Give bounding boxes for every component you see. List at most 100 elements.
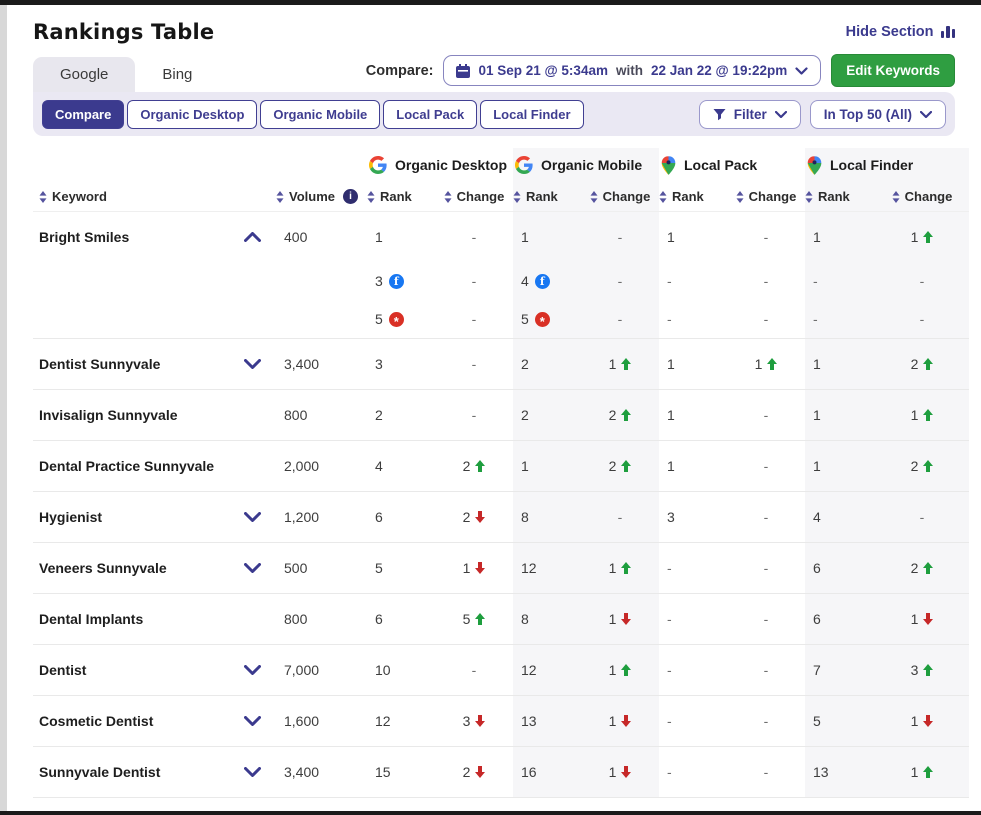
expand-chevron-icon[interactable]	[228, 645, 276, 695]
column-header-label: Keyword	[52, 189, 107, 204]
group-label: Organic Mobile	[541, 157, 642, 173]
down-arrow-icon	[475, 511, 485, 523]
keyword-label: Invisalign Sunnyvale	[39, 407, 178, 423]
change-value: 1	[911, 713, 919, 729]
change-column-header[interactable]: Change	[435, 182, 513, 211]
down-arrow-icon	[475, 715, 485, 727]
change-cell: 2	[875, 441, 969, 491]
filter-dropdown[interactable]: Filter	[699, 100, 801, 129]
rank-value: 2	[521, 356, 529, 372]
change-column-header[interactable]: Change	[875, 182, 969, 211]
rank-value: 3	[667, 509, 675, 525]
change-column-header[interactable]: Change	[581, 182, 659, 211]
rank-cell: -	[659, 645, 727, 695]
rank-value: -	[667, 273, 672, 289]
view-toolbar: CompareOrganic DesktopOrganic MobileLoca…	[33, 92, 955, 136]
rank-value: 12	[521, 662, 537, 678]
up-arrow-icon	[923, 664, 933, 676]
page-title: Rankings Table	[33, 20, 214, 44]
view-button-organic-desktop[interactable]: Organic Desktop	[127, 100, 257, 129]
rank-column-header[interactable]: Rank	[659, 182, 727, 211]
change-value: -	[764, 458, 769, 474]
rank-cell: 13	[805, 747, 875, 797]
rank-value: 1	[667, 407, 675, 423]
change-cell: -	[435, 390, 513, 440]
keyword-column-header[interactable]: Keyword	[33, 182, 276, 211]
change-cell: 1	[875, 390, 969, 440]
change-cell: 1	[435, 543, 513, 593]
keyword-cell: Dental Implants	[33, 594, 228, 644]
top-rank-dropdown[interactable]: In Top 50 (All)	[810, 100, 946, 129]
rankings-table: Organic Desktop Organic Mobile Local Pac…	[7, 148, 981, 798]
hide-section-link[interactable]: Hide Section	[846, 20, 955, 40]
change-value: -	[472, 229, 477, 245]
down-arrow-icon	[475, 562, 485, 574]
up-arrow-icon	[923, 562, 933, 574]
keyword-cell: Dental Practice Sunnyvale	[33, 441, 228, 491]
tab-bing[interactable]: Bing	[135, 57, 219, 92]
volume-cell: 3,400	[276, 339, 367, 389]
change-value: -	[920, 273, 925, 289]
expand-chevron-icon[interactable]	[228, 543, 276, 593]
view-button-local-finder[interactable]: Local Finder	[480, 100, 583, 129]
keyword-cell: Dentist Sunnyvale	[33, 339, 228, 389]
column-header-label: Change	[749, 189, 797, 204]
rank-column-header[interactable]: Rank	[367, 182, 435, 211]
expand-chevron-icon[interactable]	[228, 696, 276, 746]
view-button-local-pack[interactable]: Local Pack	[383, 100, 477, 129]
view-button-organic-mobile[interactable]: Organic Mobile	[260, 100, 380, 129]
rank-cell: 7	[805, 645, 875, 695]
change-value: -	[764, 713, 769, 729]
collapse-chevron-icon[interactable]	[228, 212, 276, 262]
rank-cell: 5*	[367, 300, 435, 338]
rank-value: 1	[521, 458, 529, 474]
volume-value: 3,400	[284, 356, 319, 372]
filter-dropdowns: Filter In Top 50 (All)	[699, 100, 946, 129]
rank-value: -	[667, 662, 672, 678]
rank-value: 4	[375, 458, 383, 474]
rank-value: 1	[521, 229, 529, 245]
volume-value: 800	[284, 611, 307, 627]
rank-cell: 12	[513, 645, 581, 695]
down-arrow-icon	[923, 613, 933, 625]
rank-cell: -	[659, 543, 727, 593]
rank-cell: -	[659, 696, 727, 746]
volume-value: 1,200	[284, 509, 319, 525]
rank-value: 5	[375, 560, 383, 576]
column-group-header-row: Organic Desktop Organic Mobile Local Pac…	[33, 148, 969, 182]
table-row: Hygienist1,200628-3-4-	[33, 492, 969, 543]
info-icon[interactable]: i	[343, 189, 358, 204]
rank-cell: 10	[367, 645, 435, 695]
down-arrow-icon	[621, 715, 631, 727]
rank-cell: 2	[367, 390, 435, 440]
change-cell: 2	[581, 390, 659, 440]
change-cell: 1	[875, 696, 969, 746]
expand-chevron-icon[interactable]	[228, 747, 276, 797]
change-column-header[interactable]: Change	[727, 182, 805, 211]
change-value: 1	[609, 713, 617, 729]
rank-value: 1	[813, 356, 821, 372]
rank-cell: 1	[805, 441, 875, 491]
keyword-cell: Veneers Sunnyvale	[33, 543, 228, 593]
rank-cell: -	[805, 262, 875, 300]
volume-cell: 1,200	[276, 492, 367, 542]
facebook-icon: f	[389, 274, 404, 289]
group-label: Local Pack	[684, 157, 757, 173]
tab-google[interactable]: Google	[33, 57, 135, 92]
expand-chevron-icon[interactable]	[228, 492, 276, 542]
volume-cell: 3,400	[276, 747, 367, 797]
date-compare-picker[interactable]: 01 Sep 21 @ 5:34am with 22 Jan 22 @ 19:2…	[443, 55, 821, 86]
rank-value: 3	[375, 356, 383, 372]
rank-cell: 6	[805, 594, 875, 644]
rank-column-header[interactable]: Rank	[513, 182, 581, 211]
change-cell: -	[727, 543, 805, 593]
view-button-compare[interactable]: Compare	[42, 100, 124, 129]
rank-column-header[interactable]: Rank	[805, 182, 875, 211]
change-cell: 2	[875, 339, 969, 389]
volume-column-header[interactable]: Volume i	[276, 182, 367, 211]
column-header-label: Rank	[380, 189, 412, 204]
expand-chevron-icon[interactable]	[228, 339, 276, 389]
edit-keywords-button[interactable]: Edit Keywords	[831, 54, 955, 87]
volume-cell: 400	[276, 212, 367, 262]
change-cell: -	[581, 300, 659, 338]
